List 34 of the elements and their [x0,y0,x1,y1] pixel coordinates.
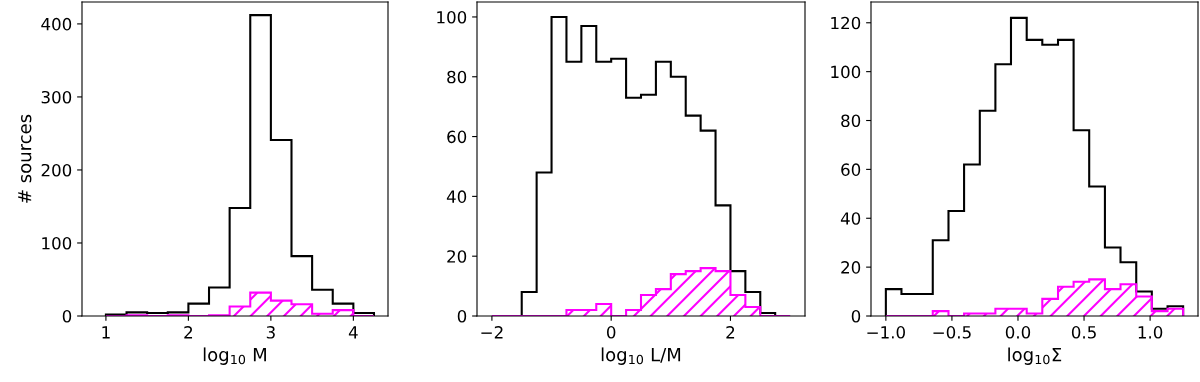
y-tick-label: 20 [447,250,467,263]
y-tick-label: 80 [447,70,467,84]
y-axis-title: # sources [18,114,32,203]
y-tick-label: 40 [446,190,467,203]
x-tick-label: 2 [184,326,193,339]
y-tick-label: 100 [831,65,861,79]
x-tick-label: −1.0 [867,326,905,339]
y-tick-label: 0 [851,309,861,323]
x-tick-label: −2 [481,326,503,339]
x-tick-label: 3 [266,326,275,339]
x-axis-title: log$_{10}$ M [203,347,266,365]
y-tick-label: 80 [841,114,861,128]
y-tick-label: 120 [831,16,861,30]
x-tick-label: 0.0 [1005,326,1031,339]
x-tick-label: 1 [102,326,110,339]
y-tick-label: 400 [41,17,72,31]
y-tick-label: 0 [62,309,72,323]
y-tick-label: 300 [41,90,72,104]
y-tick-label: 60 [447,130,467,144]
y-tick-label: 200 [41,163,72,177]
y-tick-label: 100 [437,10,467,24]
y-tick-label: 40 [840,212,861,225]
x-axis-title: log$_{10}$Σ [1008,347,1062,365]
x-tick-label: 0.5 [1071,326,1096,339]
y-tick-label: 20 [841,261,861,274]
x-tick-label: −0.5 [933,326,971,339]
x-tick-label: 2 [726,326,735,339]
x-tick-label: 0 [606,326,616,339]
y-tick-label: 100 [42,236,72,250]
x-tick-label: 4 [348,326,358,339]
y-tick-label: 0 [457,309,467,323]
x-axis-title: log$_{10}$ L/M [601,347,681,365]
y-tick-label: 60 [841,163,861,176]
x-tick-label: 1.0 [1138,326,1163,339]
